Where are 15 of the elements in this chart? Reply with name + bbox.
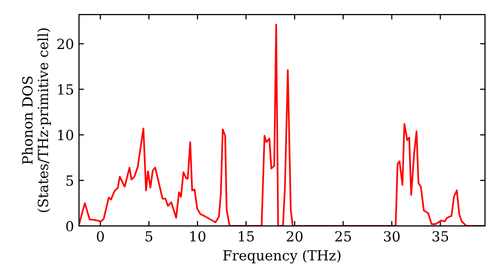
y-tick-label: 15 — [58, 84, 74, 95]
x-tick-label: 5 — [146, 231, 152, 242]
x-axis-title: Frequency (THz) — [223, 250, 340, 264]
y-tick-label: 5 — [66, 176, 74, 186]
x-tick-label: 0 — [96, 231, 104, 242]
x-tick-label: 15 — [238, 231, 254, 242]
y-tick-label: 20 — [57, 38, 74, 50]
x-tick-label: 30 — [384, 231, 400, 242]
x-tick-label: 20 — [286, 231, 303, 242]
y-axis-title: Phonon DOS (States/THz·primitive cell) — [22, 28, 51, 212]
x-tick-label: 25 — [335, 231, 351, 242]
y-tick-label: 0 — [66, 220, 74, 232]
x-tick-label: 35 — [432, 231, 448, 242]
x-tick-label: 10 — [190, 231, 206, 242]
y-tick-label: 10 — [58, 130, 74, 140]
